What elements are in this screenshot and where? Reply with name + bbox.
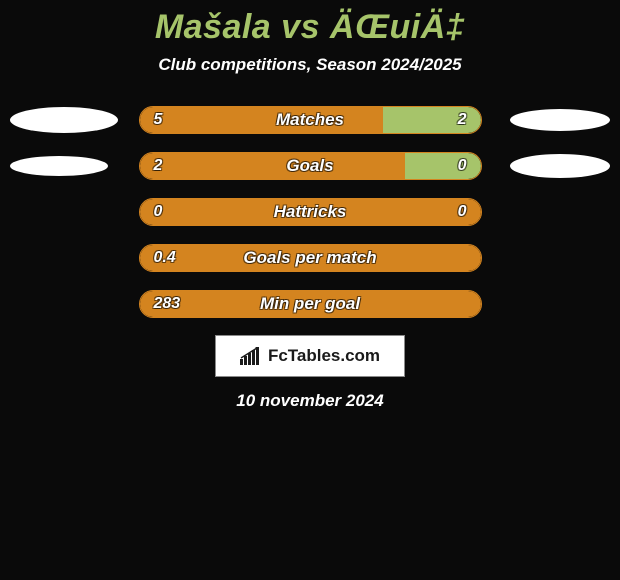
right-bar-fill	[405, 153, 480, 179]
left-marker-ellipse	[10, 156, 108, 176]
right-value: 0	[458, 203, 467, 221]
left-bar-fill	[140, 107, 383, 133]
subtitle: Club competitions, Season 2024/2025	[0, 55, 620, 75]
comparison-infographic: Mašala vs ÄŒuiÄ‡ Club competitions, Seas…	[0, 0, 620, 580]
attribution: FcTables.com	[0, 335, 620, 377]
date-line: 10 november 2024	[0, 391, 620, 411]
attribution-text: FcTables.com	[268, 346, 380, 366]
stat-label: Hattricks	[274, 202, 347, 222]
left-value: 0.4	[154, 249, 176, 267]
stat-label: Goals	[286, 156, 333, 176]
left-marker-ellipse	[10, 107, 118, 133]
right-marker-ellipse	[510, 109, 610, 131]
left-value: 5	[154, 111, 163, 129]
left-value: 283	[154, 295, 181, 313]
stat-bar-track: 0 Hattricks 0	[139, 198, 482, 226]
stat-row-goals: 2 Goals 0	[10, 151, 610, 181]
left-value: 2	[154, 157, 163, 175]
stat-bar-track: 0.4 Goals per match	[139, 244, 482, 272]
stat-row-goals-per-match: 0.4 Goals per match	[10, 243, 610, 273]
left-bar-fill	[140, 153, 406, 179]
stat-row-matches: 5 Matches 2	[10, 105, 610, 135]
page-title: Mašala vs ÄŒuiÄ‡	[0, 8, 620, 47]
stat-row-hattricks: 0 Hattricks 0	[10, 197, 610, 227]
stat-bar-track: 2 Goals 0	[139, 152, 482, 180]
stat-bar-track: 283 Min per goal	[139, 290, 482, 318]
stat-label: Goals per match	[243, 248, 376, 268]
stat-label: Matches	[276, 110, 344, 130]
stat-bar-track: 5 Matches 2	[139, 106, 482, 134]
stat-row-min-per-goal: 283 Min per goal	[10, 289, 610, 319]
left-value: 0	[154, 203, 163, 221]
comparison-rows: 5 Matches 2 2 Goals 0 0 Hattricks	[0, 105, 620, 319]
attribution-box: FcTables.com	[215, 335, 405, 377]
right-value: 0	[458, 157, 467, 175]
bar-chart-icon	[240, 347, 262, 365]
stat-label: Min per goal	[260, 294, 360, 314]
right-value: 2	[458, 111, 467, 129]
right-marker-ellipse	[510, 154, 610, 178]
